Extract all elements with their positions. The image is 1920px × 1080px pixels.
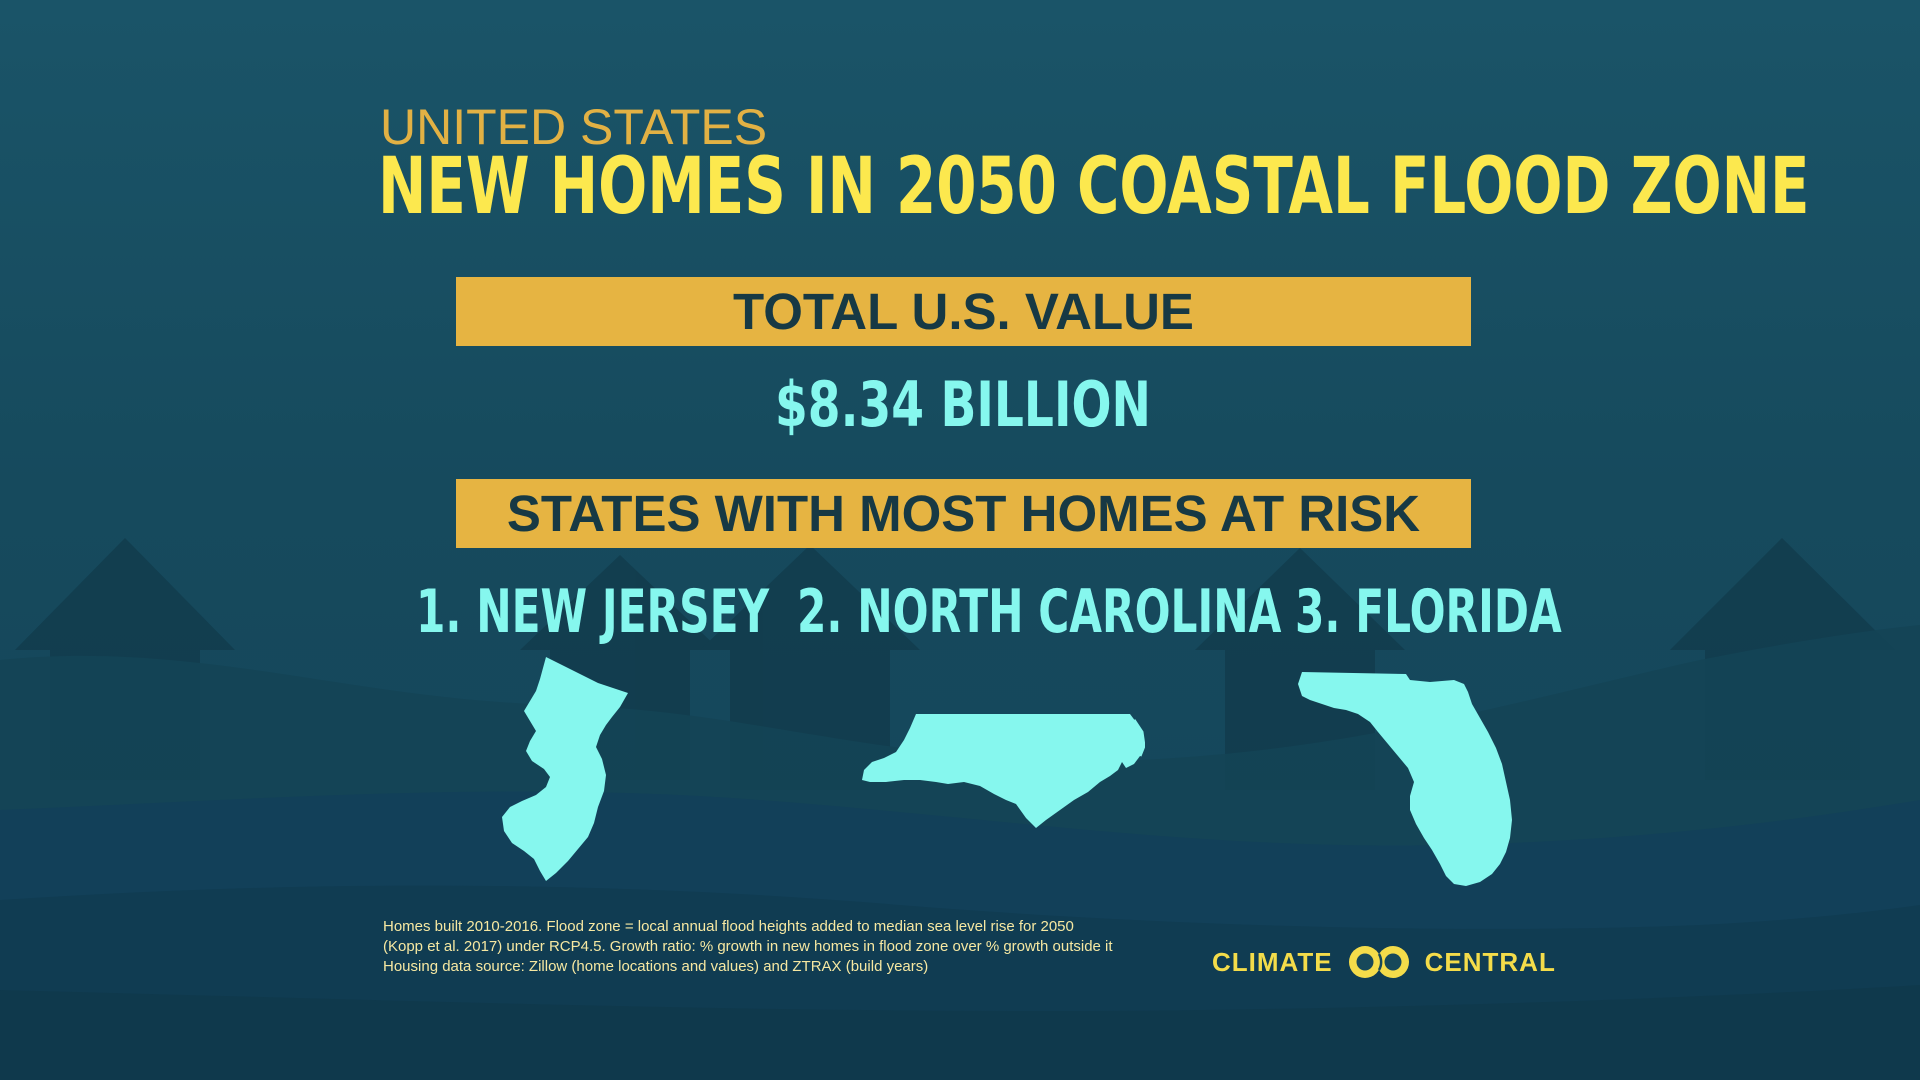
state-label: 2. NORTH CAROLINA	[797, 577, 1282, 647]
logo-word-right: CENTRAL	[1424, 946, 1556, 977]
total-value: $8.34 BILLION	[716, 372, 1211, 438]
logo-rings-icon	[1348, 946, 1409, 978]
total-value-label: TOTAL U.S. VALUE	[733, 283, 1194, 340]
florida-map-icon	[1298, 672, 1512, 886]
state-rank-3: 3. FLORIDA	[1295, 579, 1673, 645]
new-jersey-map-icon	[502, 657, 628, 881]
wave-bottom	[0, 985, 1920, 1080]
state-rank-2: 2. NORTH CAROLINA	[797, 579, 1484, 645]
footnote-line: (Kopp et al. 2017) under RCP4.5. Growth …	[383, 938, 1113, 955]
states-band-label: STATES WITH MOST HOMES AT RISK	[506, 485, 1421, 542]
states-band: STATES WITH MOST HOMES AT RISK	[456, 479, 1471, 548]
footnote-line: Homes built 2010-2016. Flood zone = loca…	[383, 918, 1074, 935]
state-label: 3. FLORIDA	[1295, 577, 1562, 647]
subtitle: UNITED STATES	[380, 99, 768, 155]
state-rank-1: 1. NEW JERSEY	[416, 579, 917, 645]
state-label: 1. NEW JERSEY	[416, 577, 770, 647]
page-title: NEW HOMES IN 2050 COASTAL FLOOD ZONE	[378, 142, 1810, 232]
total-value-amount: $8.34 BILLION	[775, 368, 1151, 441]
north-carolina-map-icon	[862, 714, 1145, 828]
footnote-line: Housing data source: Zillow (home locati…	[383, 958, 929, 975]
logo-word-left: CLIMATE	[1212, 946, 1333, 977]
total-value-band: TOTAL U.S. VALUE	[456, 277, 1471, 346]
footnote: Homes built 2010-2016. Flood zone = loca…	[383, 917, 1113, 977]
climate-central-logo: CLIMATE CENTRAL	[1212, 943, 1556, 981]
